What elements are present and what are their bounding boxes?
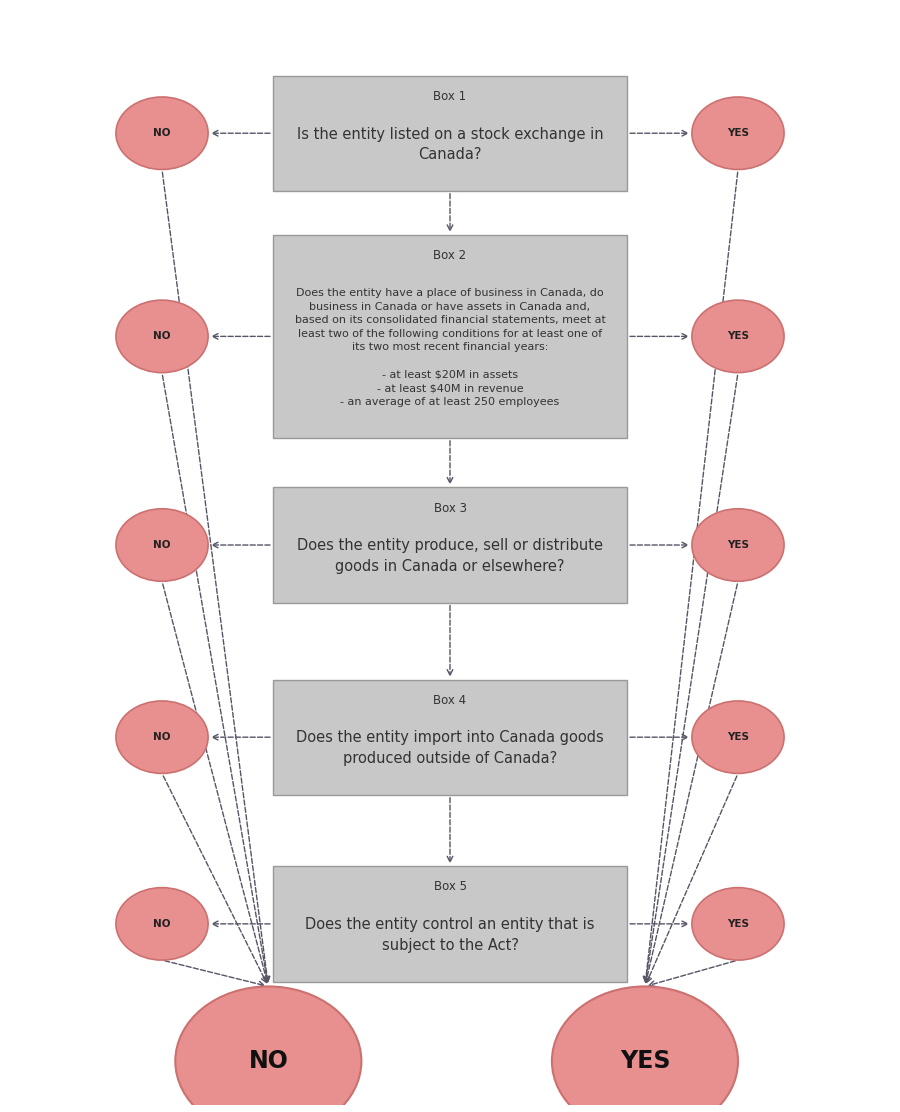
FancyBboxPatch shape	[273, 76, 627, 191]
Text: NO: NO	[153, 331, 171, 341]
FancyBboxPatch shape	[273, 679, 627, 795]
Text: NO: NO	[153, 540, 171, 550]
Ellipse shape	[692, 97, 784, 169]
Ellipse shape	[116, 300, 208, 373]
Ellipse shape	[692, 300, 784, 373]
FancyBboxPatch shape	[273, 866, 627, 982]
Ellipse shape	[176, 986, 362, 1112]
Text: NO: NO	[153, 128, 171, 138]
Ellipse shape	[116, 97, 208, 169]
Text: Does the entity produce, sell or distribute
goods in Canada or elsewhere?: Does the entity produce, sell or distrib…	[297, 538, 603, 574]
FancyBboxPatch shape	[273, 235, 627, 438]
Text: Is the entity listed on a stock exchange in
Canada?: Is the entity listed on a stock exchange…	[297, 127, 603, 162]
Text: YES: YES	[727, 919, 749, 929]
Text: Box 5: Box 5	[434, 881, 466, 893]
Ellipse shape	[116, 887, 208, 960]
Text: NO: NO	[153, 919, 171, 929]
Ellipse shape	[692, 701, 784, 774]
Text: YES: YES	[727, 128, 749, 138]
Text: YES: YES	[727, 331, 749, 341]
Text: Box 3: Box 3	[434, 502, 466, 515]
Ellipse shape	[692, 509, 784, 582]
Ellipse shape	[552, 986, 738, 1112]
Text: Does the entity have a place of business in Canada, do
business in Canada or hav: Does the entity have a place of business…	[294, 288, 606, 407]
Ellipse shape	[692, 887, 784, 960]
Ellipse shape	[116, 509, 208, 582]
Text: YES: YES	[620, 1049, 670, 1073]
Text: YES: YES	[727, 540, 749, 550]
Text: NO: NO	[153, 732, 171, 742]
Text: Box 4: Box 4	[434, 694, 466, 707]
Text: Box 1: Box 1	[434, 90, 466, 102]
Ellipse shape	[116, 701, 208, 774]
Text: NO: NO	[248, 1049, 288, 1073]
FancyBboxPatch shape	[273, 487, 627, 603]
Text: Does the entity import into Canada goods
produced outside of Canada?: Does the entity import into Canada goods…	[296, 731, 604, 766]
Text: YES: YES	[727, 732, 749, 742]
Text: Box 2: Box 2	[434, 249, 466, 262]
Text: Does the entity control an entity that is
subject to the Act?: Does the entity control an entity that i…	[305, 917, 595, 953]
